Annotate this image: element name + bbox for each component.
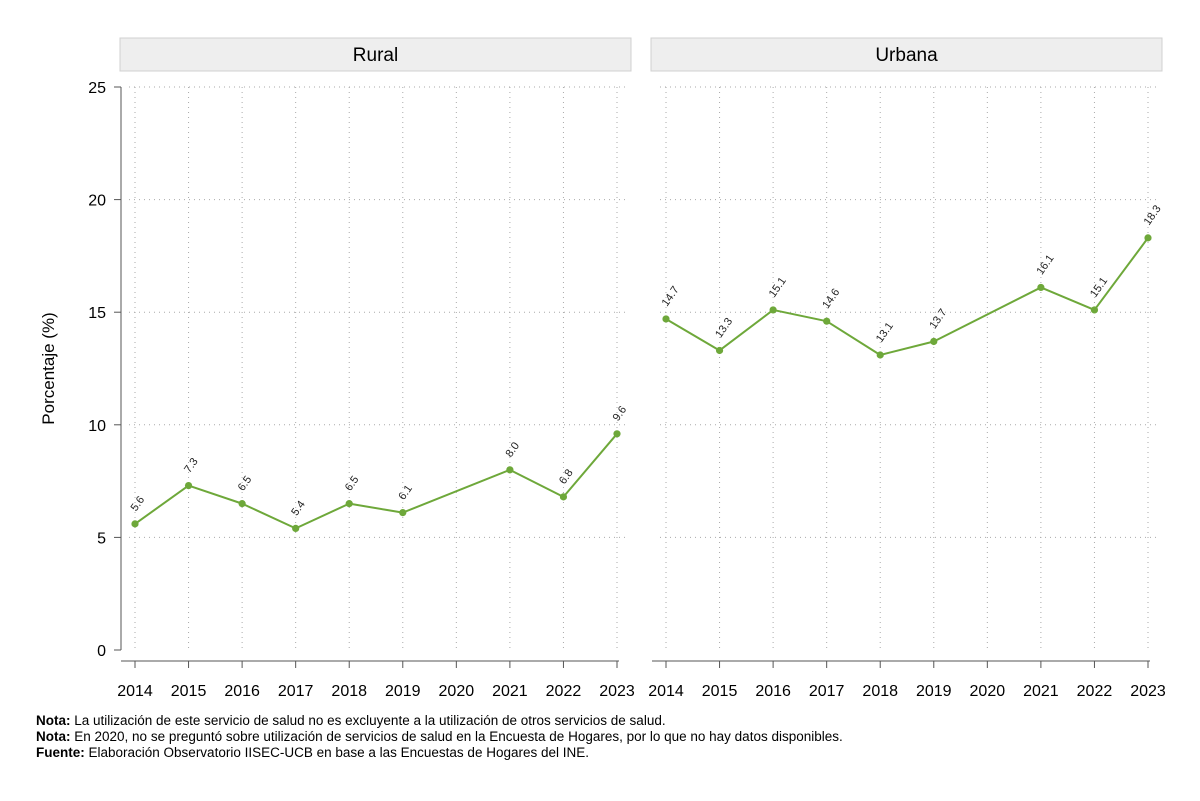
data-label: 18.3 [1142,203,1164,227]
x-tick-label: 2017 [809,683,845,700]
x-tick-label: 2021 [492,683,528,700]
data-label: 15.1 [767,275,789,299]
x-tick-label: 2016 [224,683,260,700]
data-point [131,520,139,528]
data-point [715,346,724,355]
y-tick-label: 20 [88,193,106,210]
data-point [345,500,353,508]
data-label: 8.0 [504,440,523,459]
data-label: 13.1 [874,320,896,344]
data-label: 13.7 [927,307,949,331]
x-tick-label: 2014 [648,683,684,700]
data-point [876,351,884,359]
panel-header [119,37,632,72]
x-tick-label: 2017 [278,683,314,700]
data-label: 14.7 [660,284,682,308]
x-tick-label: 2022 [1077,683,1113,700]
data-point [1144,234,1152,242]
note-1: Nota: La utilización de este servicio de… [36,713,666,728]
data-point [238,500,246,508]
x-tick-label: 2021 [1023,683,1059,700]
data-label: 6.5 [343,474,362,493]
data-label: 15.1 [1088,275,1110,299]
x-tick-label: 2015 [171,683,207,700]
x-tick-label: 2016 [755,683,791,700]
x-tick-label: 2023 [599,683,635,700]
x-tick-label: 2019 [916,683,952,700]
x-tick-label: 2015 [702,683,738,700]
data-label: 7.3 [182,456,201,475]
panel-title: Urbana [875,45,938,66]
data-point [184,482,193,490]
data-point [823,317,831,325]
data-label: 13.3 [713,316,735,340]
data-point [930,337,938,346]
y-tick-label: 15 [88,305,106,322]
x-tick-label: 2019 [385,683,421,700]
data-point [769,306,777,314]
data-point [662,315,670,323]
note-2: Nota: En 2020, no se preguntó sobre util… [36,729,843,744]
y-axis-title: Porcentaje (%) [39,312,58,424]
series-line [134,433,618,530]
data-point [1037,283,1045,292]
chart-notes: Nota: La utilización de este servicio de… [36,713,843,761]
data-point [399,509,407,517]
x-tick-label: 2014 [117,683,153,700]
x-tick-label: 2020 [970,683,1006,700]
y-tick-label: 5 [97,530,106,547]
data-point [292,524,300,532]
source-note: Fuente: Elaboración Observatorio IISEC-U… [36,745,590,760]
data-label: 5.6 [129,494,148,513]
x-tick-label: 2018 [331,683,367,700]
data-label: 16.1 [1035,253,1057,277]
panel-header [650,37,1163,72]
x-tick-label: 2020 [439,683,475,700]
x-tick-label: 2023 [1130,683,1166,700]
data-label: 5.4 [289,499,308,518]
series-line [665,237,1149,356]
x-tick-label: 2018 [862,683,898,700]
y-tick-label: 10 [88,418,106,435]
data-point [559,493,568,501]
data-label: 6.8 [557,467,576,486]
y-tick-label: 0 [97,643,106,660]
y-tick-label: 25 [88,80,106,97]
data-point [613,430,621,438]
line-chart: 0 5 10 15 20 25 Porcentaje (%) Rural 2014 2015 201… [39,37,1166,700]
data-label: 6.5 [236,474,255,493]
data-label: 14.6 [820,286,842,310]
data-label: 9.6 [611,404,630,423]
data-point [506,466,514,474]
data-point [1090,306,1099,314]
data-label: 6.1 [396,483,415,502]
panel-title: Rural [353,45,398,66]
x-tick-label: 2022 [546,683,582,700]
